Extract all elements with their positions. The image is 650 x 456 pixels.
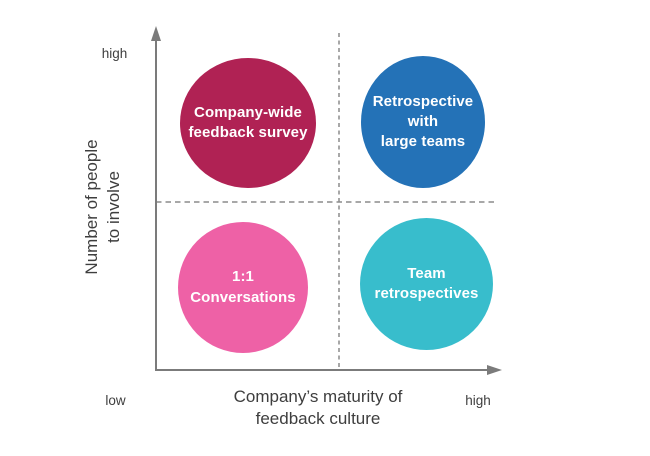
bubble-retrospective-with-large-teams: Retrospective with large teams: [361, 56, 485, 188]
y-axis-title: Number of people to involve: [82, 139, 123, 275]
bubble-label: 1:1 Conversations: [190, 268, 296, 306]
y-axis-high-label: high: [101, 46, 128, 61]
x-axis-title: Company’s maturity of feedback culture: [233, 387, 403, 428]
y-axis-arrow-icon: [151, 26, 161, 41]
bubble-team-retrospectives: Team retrospectives: [360, 218, 493, 350]
bubble-label: Company-wide feedback survey: [188, 103, 308, 141]
bubble-label: Retrospective with large teams: [372, 92, 474, 151]
bubble-label: Team retrospectives: [374, 264, 479, 302]
x-axis-high-label: high: [465, 393, 491, 408]
bubble-1-1-conversations: 1:1 Conversations: [178, 222, 308, 353]
x-axis-arrow-icon: [487, 365, 502, 375]
x-axis-low-label: low: [105, 393, 126, 408]
bubble-company-wide-feedback-survey: Company-wide feedback survey: [180, 58, 316, 188]
